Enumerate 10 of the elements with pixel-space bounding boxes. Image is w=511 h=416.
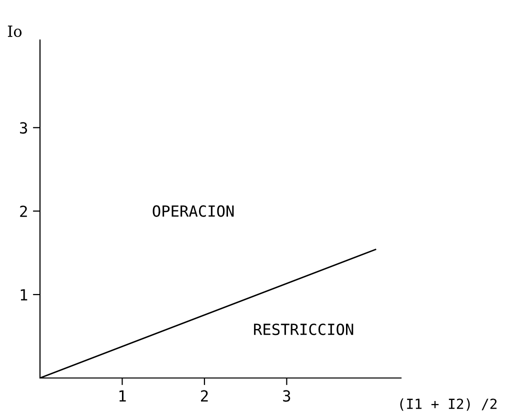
x-tick-label: 3 (283, 390, 290, 402)
annotation: OPERACION (152, 205, 234, 217)
annotation: RESTRICCION (254, 324, 354, 336)
y-tick-label: 2 (20, 206, 27, 217)
x-axis-title: (I1 + I2) /2 (400, 398, 497, 411)
y-tick-label: 3 (20, 122, 28, 134)
y-tick-label: 1 (20, 289, 28, 300)
y-axis-title: Io (8, 26, 22, 38)
x-tick-label: 2 (201, 390, 208, 402)
x-tick-label: 1 (119, 390, 126, 402)
